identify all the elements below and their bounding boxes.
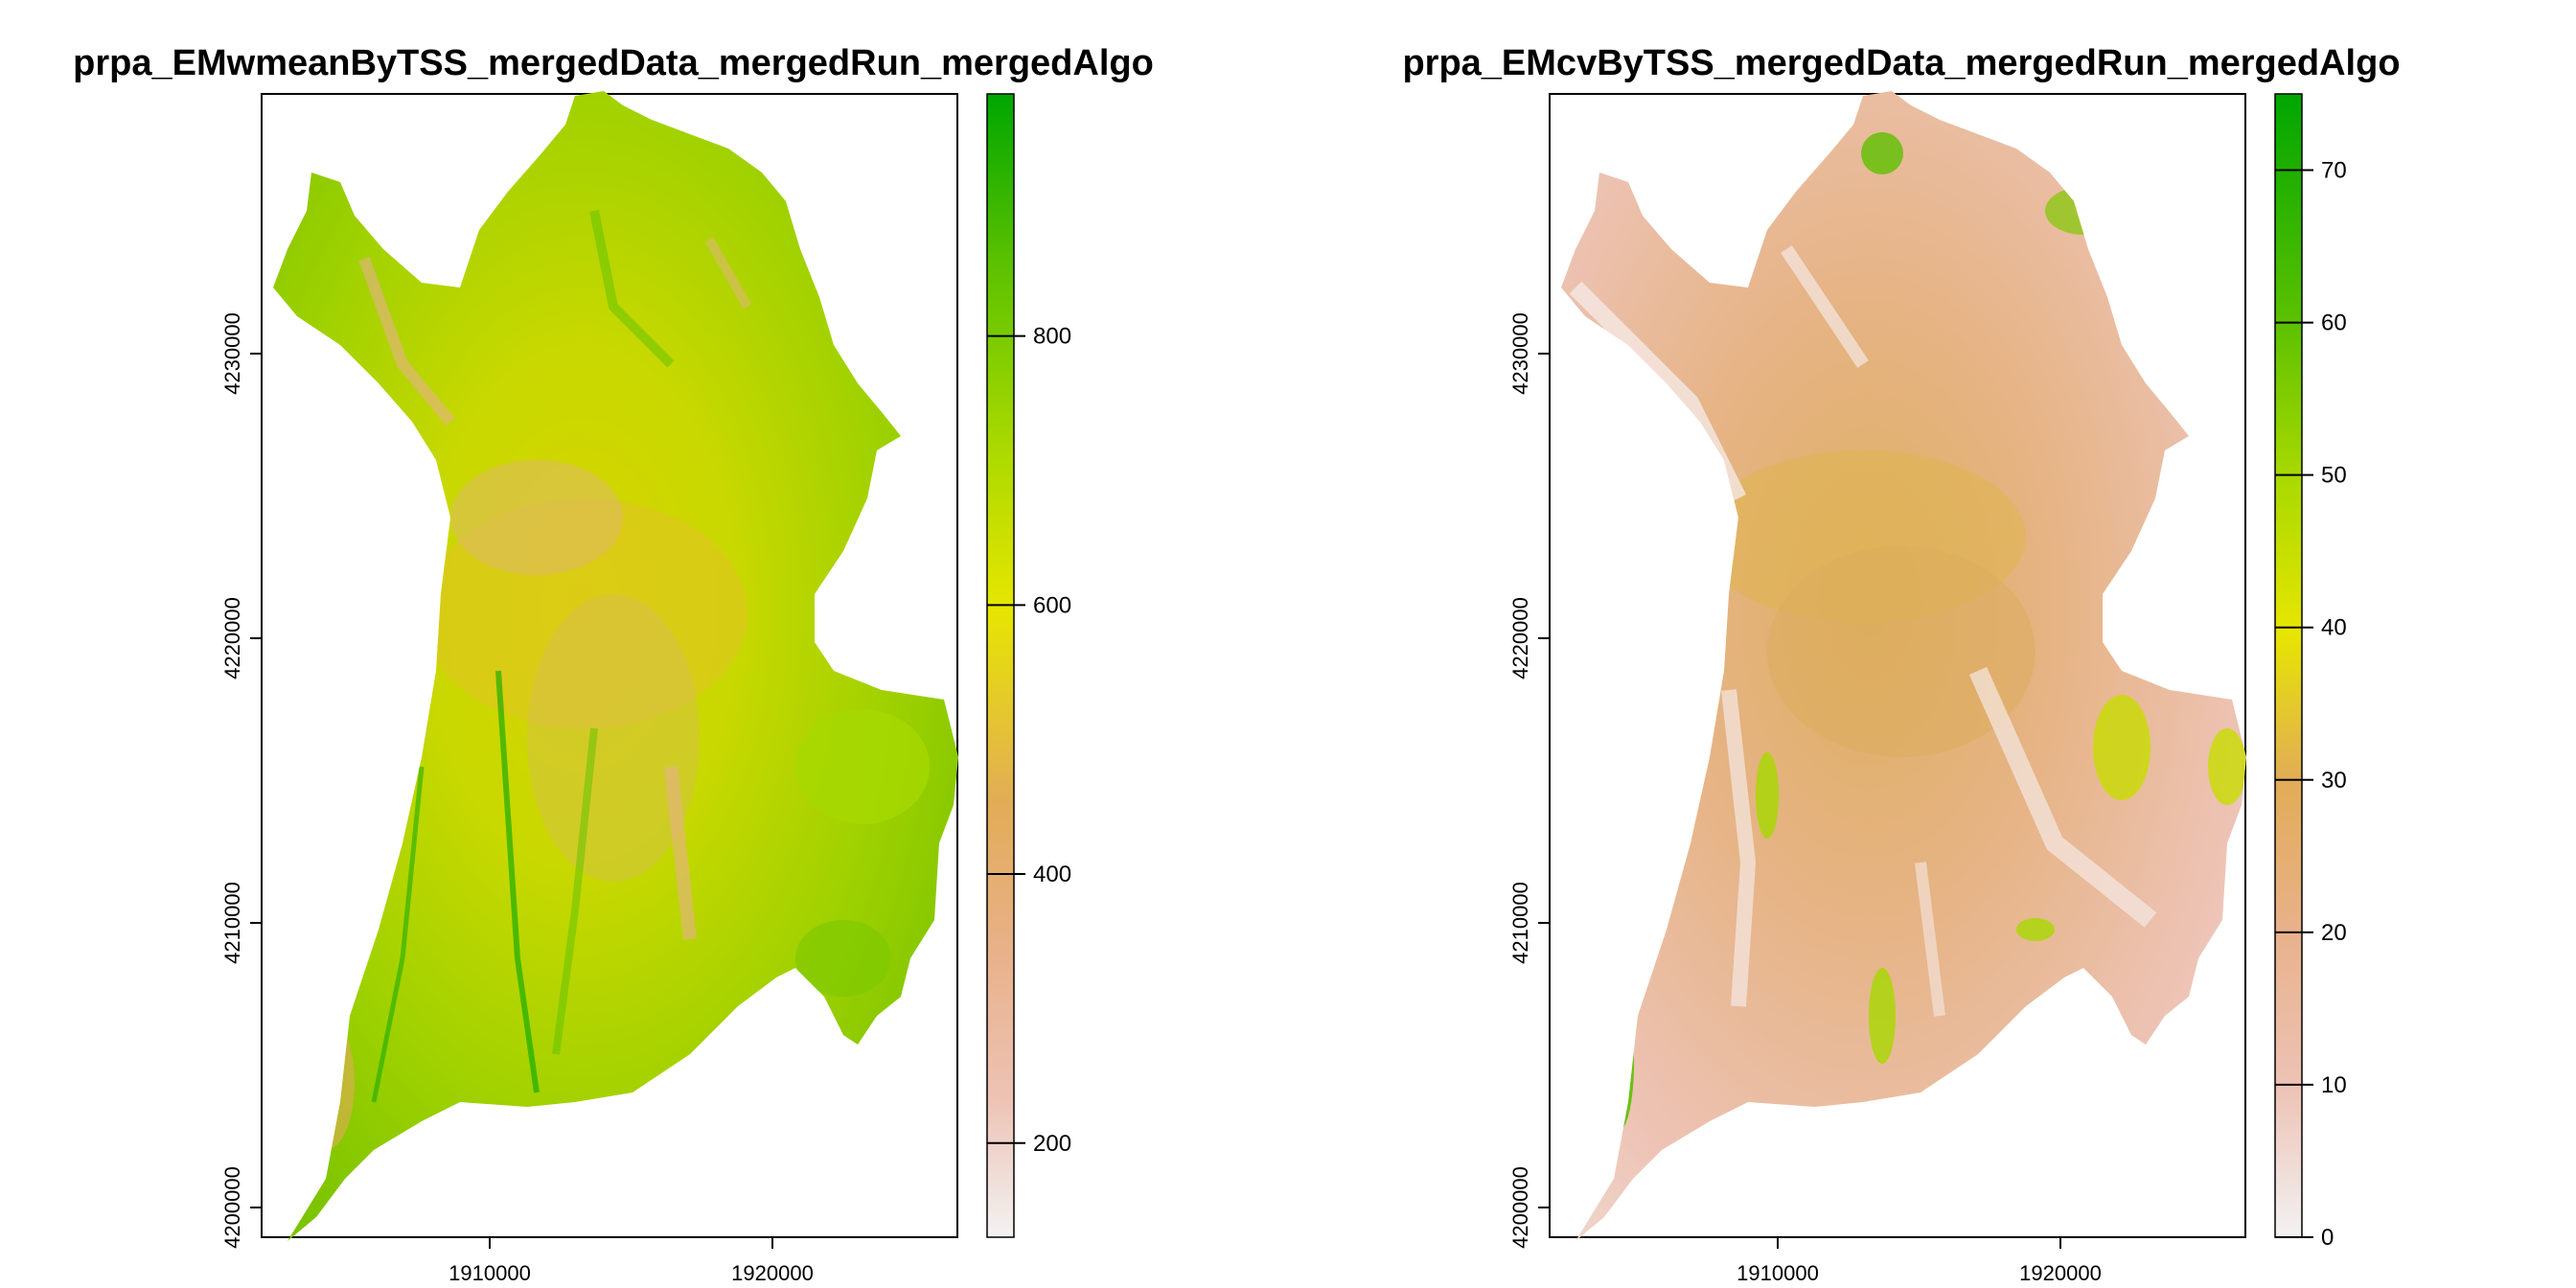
y-tick-label: 4200000 xyxy=(220,1166,244,1249)
x-tick-label: 1920000 xyxy=(731,1261,814,1285)
colorbar-tick-label: 200 xyxy=(1033,1131,1071,1157)
map-figure-wmean: prpa_EMwmeanByTSS_mergedData_mergedRun_m… xyxy=(73,43,1154,1285)
x-tick-label: 1920000 xyxy=(2019,1261,2102,1285)
x-tick-label: 1910000 xyxy=(448,1261,531,1285)
raster-map xyxy=(1561,91,2246,1241)
colorbar-tick-label: 10 xyxy=(2321,1072,2347,1098)
colorbar-ramp xyxy=(986,93,1015,1238)
colorbar-tick-label: 60 xyxy=(2321,310,2347,336)
colorbar-tick-label: 40 xyxy=(2321,615,2347,641)
colorbar: 200 400 600 800 xyxy=(986,93,1071,1238)
colorbar-tick-label: 0 xyxy=(2321,1225,2334,1251)
colorbar-ramp xyxy=(2274,93,2303,1238)
y-tick-label: 4220000 xyxy=(1508,597,1532,679)
colorbar-tick-label: 20 xyxy=(2321,920,2347,946)
y-tick-label: 4230000 xyxy=(1508,312,1532,395)
colorbar-tick-label: 400 xyxy=(1033,862,1071,887)
colorbar: 0 10 20 30 40 50 60 70 xyxy=(2274,93,2347,1251)
y-tick-label: 4210000 xyxy=(220,882,244,964)
y-tick-label: 4200000 xyxy=(1508,1166,1532,1249)
map-panel-wmean: prpa_EMwmeanByTSS_mergedData_mergedRun_m… xyxy=(73,43,1154,1285)
map-panel-cv: prpa_EMcvByTSS_mergedData_mergedRun_merg… xyxy=(1288,0,2576,1288)
x-tick-label: 1910000 xyxy=(1736,1261,1819,1285)
y-tick-label: 4210000 xyxy=(1508,882,1532,964)
map-title: prpa_EMcvByTSS_mergedData_mergedRun_merg… xyxy=(1402,43,2400,83)
colorbar-tick-label: 600 xyxy=(1033,592,1071,618)
y-tick-label: 4230000 xyxy=(220,312,244,395)
y-axis: 4200000 4210000 4220000 4230000 xyxy=(1508,312,1550,1249)
plot-frame xyxy=(261,93,958,1238)
colorbar-tick-label: 30 xyxy=(2321,768,2347,794)
colorbar-ticks: 0 10 20 30 40 50 60 70 xyxy=(2275,158,2347,1251)
y-tick-label: 4220000 xyxy=(220,597,244,679)
colorbar-tick-label: 800 xyxy=(1033,324,1071,350)
colorbar-tick-label: 50 xyxy=(2321,463,2347,489)
x-axis: 1910000 1920000 xyxy=(448,1237,814,1285)
plot-frame xyxy=(1549,93,2246,1238)
x-axis: 1910000 1920000 xyxy=(1736,1237,2102,1285)
colorbar-tick-label: 70 xyxy=(2321,158,2347,184)
raster-map xyxy=(273,91,958,1241)
y-axis: 4200000 4210000 4220000 4230000 xyxy=(220,312,262,1249)
colorbar-ticks: 200 400 600 800 xyxy=(987,324,1071,1157)
map-figure-cv: prpa_EMcvByTSS_mergedData_mergedRun_merg… xyxy=(1402,43,2400,1285)
map-title: prpa_EMwmeanByTSS_mergedData_mergedRun_m… xyxy=(73,43,1154,83)
